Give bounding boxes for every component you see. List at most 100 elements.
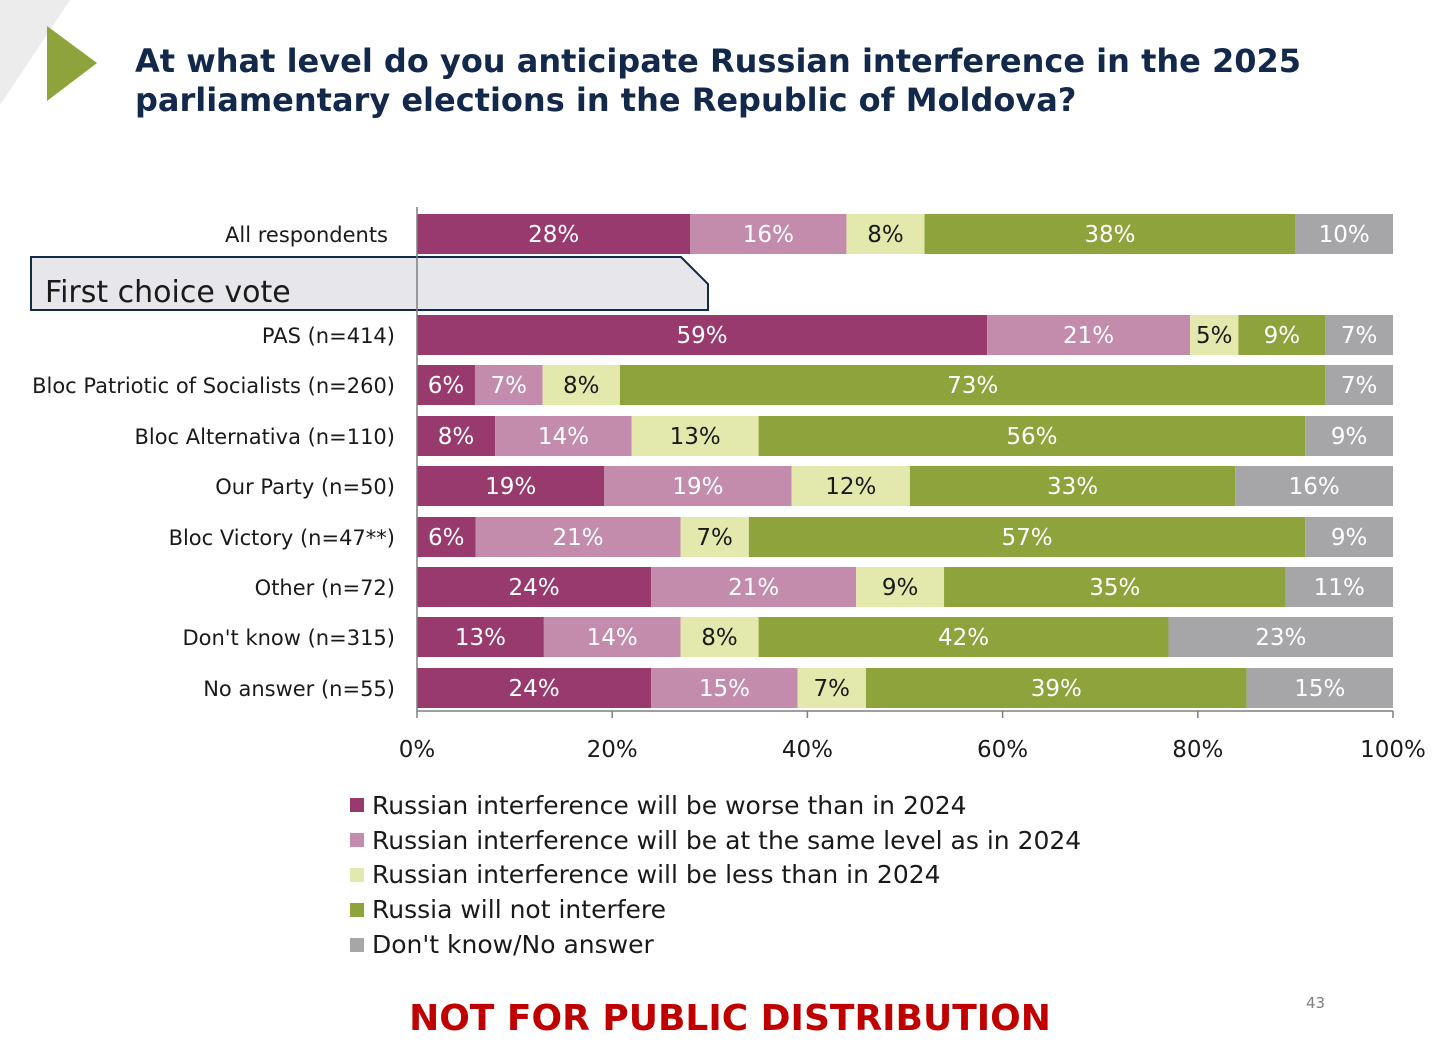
category-label: Don't know (n=315) [182, 626, 395, 650]
data-label: 35% [1089, 575, 1140, 601]
bar-segment [1305, 416, 1393, 456]
data-label: 14% [587, 625, 638, 651]
category-label: Our Party (n=50) [215, 475, 395, 499]
category-label: All respondents [225, 223, 388, 247]
bar-segment [924, 214, 1296, 254]
bar-segment [944, 567, 1286, 607]
data-label: 6% [428, 373, 465, 399]
legend-item: Russian interference will be less than i… [350, 858, 1081, 893]
title-line-2: parliamentary elections in the Republic … [135, 81, 1077, 119]
bar-segment [417, 466, 605, 506]
legend-swatch [350, 902, 364, 917]
data-label: 6% [428, 525, 465, 551]
title-line-1: At what level do you anticipate Russian … [135, 42, 1302, 80]
page-title: At what level do you anticipate Russian … [135, 42, 1335, 120]
data-label: 21% [728, 575, 779, 601]
data-label: 28% [528, 222, 579, 248]
data-label: 9% [1331, 525, 1368, 551]
legend-label: Russian interference will be worse than … [372, 790, 967, 820]
data-label: 5% [1196, 323, 1233, 349]
legend-label: Russian interference will be at the same… [372, 825, 1082, 855]
x-tick-label: 20% [587, 737, 638, 763]
legend-item: Russian interference will be at the same… [350, 823, 1081, 858]
bar-segment [690, 214, 847, 254]
bar-segment [475, 517, 681, 557]
corner-decoration [0, 0, 97, 105]
category-label: PAS (n=414) [262, 324, 395, 348]
category-label: No answer (n=55) [203, 677, 395, 701]
bar-segment [417, 668, 652, 708]
data-label: 38% [1084, 222, 1135, 248]
bar-segment [1305, 517, 1393, 557]
data-label: 16% [1289, 474, 1340, 500]
bar-segment [651, 668, 798, 708]
data-label: 24% [509, 676, 560, 702]
bar-segment [417, 517, 476, 557]
legend-swatch [350, 833, 364, 848]
data-label: 73% [947, 373, 998, 399]
data-label: 7% [814, 676, 851, 702]
bar-segment [680, 617, 759, 657]
bar-segment [1246, 668, 1393, 708]
data-label: 16% [743, 222, 794, 248]
bar-segment [542, 365, 620, 405]
bar-segment [1238, 315, 1326, 355]
legend-item: Don't know/No answer [350, 927, 1081, 962]
bar-segment [619, 365, 1326, 405]
data-label: 15% [1294, 676, 1345, 702]
data-label: 23% [1255, 625, 1306, 651]
bar-segment [791, 466, 910, 506]
data-label: 10% [1319, 222, 1370, 248]
bar-segment [417, 365, 475, 405]
data-label: 56% [1006, 424, 1057, 450]
bar-segment [604, 466, 792, 506]
legend-swatch [350, 798, 364, 813]
bar-segment [758, 416, 1306, 456]
legend-swatch [350, 937, 364, 952]
bar-segment [417, 315, 988, 355]
x-tick-label: 0% [399, 737, 436, 763]
data-label: 8% [701, 625, 738, 651]
group-label-box [30, 256, 709, 311]
bar-segment [1285, 567, 1393, 607]
legend-label: Don't know/No answer [372, 930, 654, 960]
data-label: 59% [677, 323, 728, 349]
data-label: 12% [825, 474, 876, 500]
legend-label: Russia will not interfere [372, 895, 667, 925]
data-label: 9% [1264, 323, 1301, 349]
data-label: 39% [1031, 676, 1082, 702]
bar-segment [651, 567, 857, 607]
bar-segment [1235, 466, 1393, 506]
category-label: Bloc Alternativa (n=110) [134, 425, 395, 449]
bar-segment [543, 617, 681, 657]
data-label: 7% [1341, 373, 1378, 399]
data-label: 9% [882, 575, 919, 601]
legend-item: Russian interference will be worse than … [350, 788, 1081, 823]
data-label: 21% [552, 525, 603, 551]
bar-segment [797, 668, 866, 708]
bar-segment [1325, 315, 1393, 355]
bar-segment [987, 315, 1191, 355]
data-label: 57% [1001, 525, 1052, 551]
x-tick-label: 80% [1172, 737, 1223, 763]
stacked-bar-chart: First choice vote All respondents PAS (n=4… [30, 207, 1426, 763]
bar-segment [417, 617, 544, 657]
legend-item: Russia will not interfere [350, 892, 1081, 927]
data-label: 13% [670, 424, 721, 450]
data-label: 7% [1341, 323, 1378, 349]
legend-swatch [350, 867, 364, 882]
x-tick-label: 40% [782, 737, 833, 763]
bar-segment [417, 567, 652, 607]
bar-segment [474, 365, 543, 405]
bar-segment [909, 466, 1236, 506]
data-label: 13% [455, 625, 506, 651]
bar-segment [758, 617, 1169, 657]
data-label: 24% [509, 575, 560, 601]
page-number: 43 [1306, 994, 1326, 1012]
data-label: 11% [1314, 575, 1365, 601]
chart-legend: Russian interference will be worse than … [350, 788, 1081, 962]
x-tick-label: 60% [977, 737, 1028, 763]
category-label: Bloc Patriotic of Socialists (n=260) [32, 374, 395, 398]
category-label: Other (n=72) [255, 576, 395, 600]
bar-segment [865, 668, 1247, 708]
